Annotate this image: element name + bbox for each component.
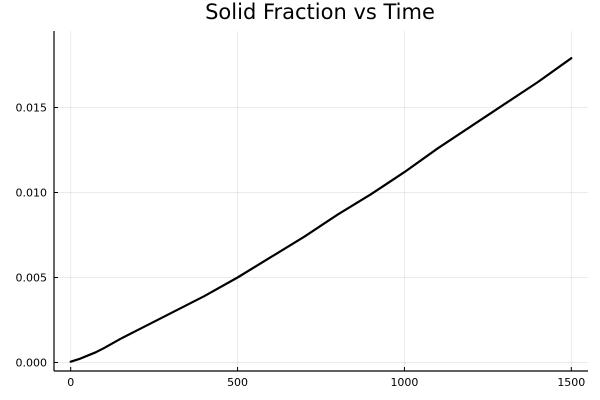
axes <box>53 31 588 372</box>
y-tick-label: 0.000 <box>16 357 48 370</box>
chart-title: Solid Fraction vs Time <box>205 0 435 24</box>
x-tick-label: 1000 <box>390 376 418 389</box>
x-tick-label: 0 <box>67 376 74 389</box>
series-layer <box>69 57 573 363</box>
y-tick-label: 0.005 <box>16 272 48 285</box>
y-tick-label: 0.010 <box>16 187 48 200</box>
series-line <box>69 57 573 363</box>
grid <box>54 31 588 371</box>
ticks: 0 500 1000 1500 0.000 0.005 0.010 0.015 <box>16 102 586 390</box>
x-tick-label: 500 <box>227 376 248 389</box>
y-tick-label: 0.015 <box>16 102 48 115</box>
x-tick-label: 1500 <box>557 376 585 389</box>
